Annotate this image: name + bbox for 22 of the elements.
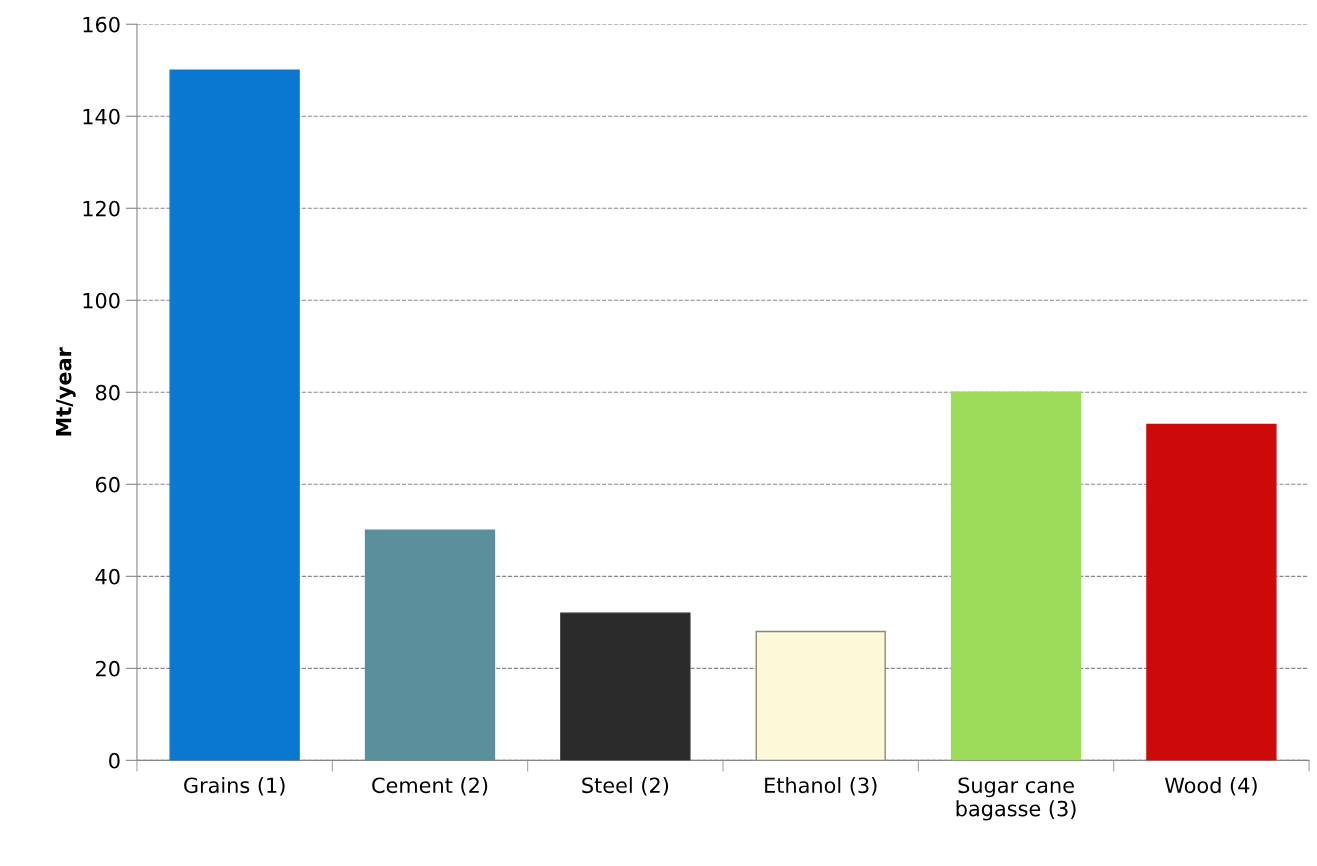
y-tick-label: 160 (83, 16, 120, 33)
x-tick-label: Grains (1) (184, 777, 285, 796)
bar (755, 630, 886, 761)
y-axis-title: Mt/year (55, 347, 76, 436)
y-tick-label: 140 (83, 108, 120, 125)
bar (169, 69, 300, 761)
x-tick-label: Cement (2) (372, 777, 488, 796)
bar (1146, 423, 1277, 761)
bar (560, 612, 691, 761)
y-tick-label: 80 (95, 384, 120, 401)
y-tick-label: 100 (83, 292, 120, 309)
y-tick-label: 120 (83, 200, 120, 217)
y-tick-label: 40 (95, 568, 120, 585)
x-tick-label: Sugar cane bagasse (3) (956, 777, 1076, 821)
x-tick-label: Wood (4) (1165, 777, 1257, 796)
bar (364, 529, 496, 761)
y-tick-label: 0 (109, 752, 120, 769)
bar (950, 391, 1082, 761)
x-tick-label: Ethanol (3) (765, 777, 877, 796)
y-tick-label: 60 (95, 476, 120, 493)
y-tick-label: 20 (96, 660, 120, 677)
x-tick-label: Steel (2) (582, 777, 669, 796)
